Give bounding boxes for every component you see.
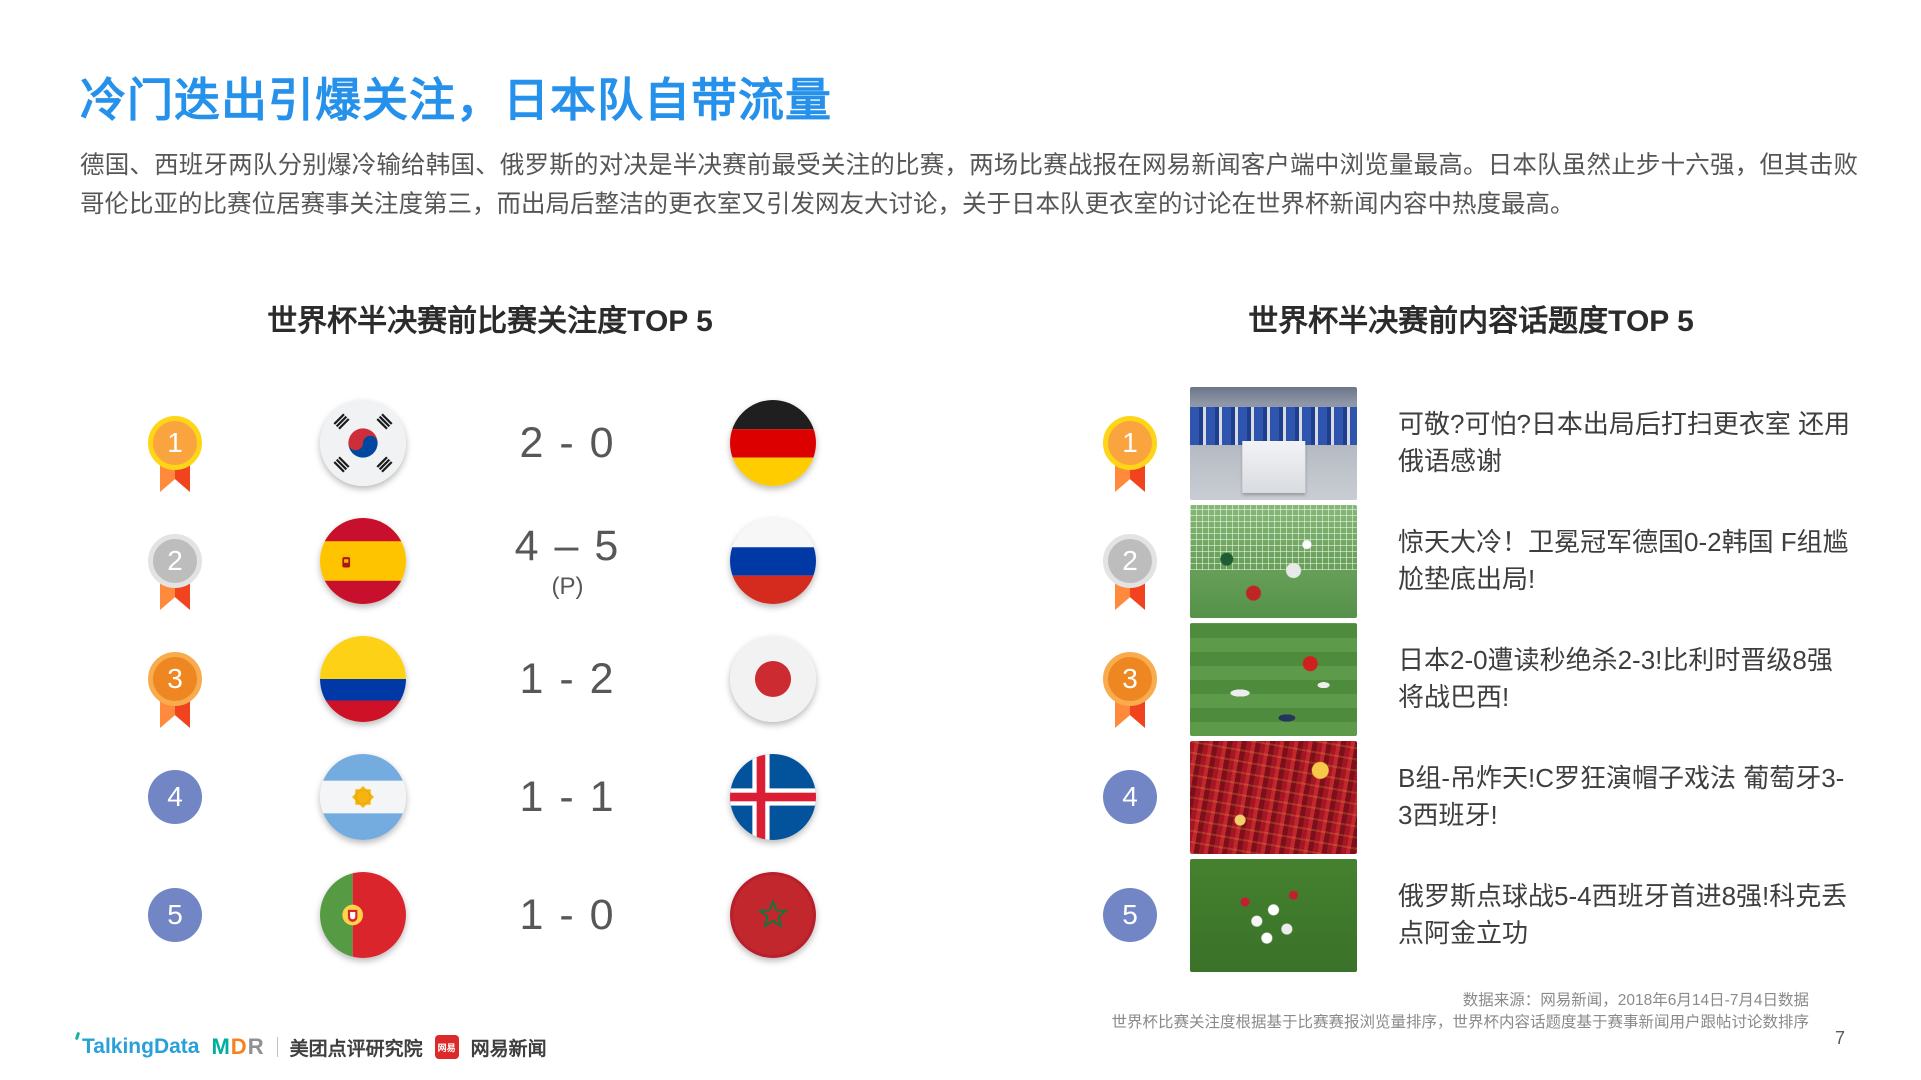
mdr-logo: MDR: [211, 1034, 264, 1060]
flag-spain-icon: [319, 518, 406, 604]
rank-number: 5: [1122, 899, 1138, 930]
flag-south-korea-icon: [319, 400, 406, 486]
mdr-letter: M: [211, 1034, 231, 1059]
rank-3-medal-icon: 3: [1103, 652, 1157, 728]
thumbnail-portugal-spain-crowd: [1190, 740, 1357, 854]
rank-number: 4: [1122, 781, 1138, 812]
medal-cell: 2: [148, 534, 202, 610]
thumbnail-germany-korea-goal: [1190, 504, 1357, 618]
medal-cell: 2: [1103, 534, 1157, 610]
thumbnail-russia-spain-celebration: [1190, 858, 1357, 972]
thumbnail-japan-belgium-field: [1190, 622, 1357, 736]
data-source-line1: 数据来源：网易新闻，2018年6月14日-7月4日数据: [1462, 992, 1809, 1009]
rank-1-medal-icon: 1: [148, 416, 202, 492]
netease-news-label: 网易新闻: [470, 1038, 547, 1060]
mdr-letter: R: [247, 1034, 265, 1059]
match-score: 1 - 0: [519, 890, 616, 939]
flag-germany-icon: [729, 400, 816, 486]
news-headline: 俄罗斯点球战5-4西班牙首进8强!科克丢点阿金立功: [1398, 881, 1848, 948]
rank-number: 2: [167, 545, 183, 576]
intro-paragraph: 德国、西班牙两队分别爆冷输给韩国、俄罗斯的对决是半决赛前最受关注的比赛，两场比赛…: [80, 152, 1858, 218]
medal-cell: 1: [1103, 416, 1157, 492]
data-source-line2: 世界杯比赛关注度根据基于比赛赛报浏览量排序，世界杯内容话题度基于赛事新闻用户跟帖…: [1111, 1014, 1809, 1031]
rank-5-medal-icon: 5: [1103, 888, 1157, 942]
news-headline: 日本2-0遭读秒绝杀2-3!比利时晋级8强将战巴西!: [1398, 645, 1833, 712]
logo-bar: TalkingData MDR 美团点评研究院 网易 网易新闻: [74, 1031, 547, 1062]
news-row-rank-3: 3 日本2-0遭读秒绝杀2-3!比利时晋级8强将战巴西!: [1085, 620, 1857, 738]
match-score: 1 - 2: [519, 654, 616, 703]
match-row-rank-2: 2 4 – 5 (P): [95, 502, 885, 620]
medal-cell: 1: [148, 416, 202, 492]
rank-1-medal-icon: 1: [1103, 416, 1157, 492]
match-ranking-list: 1 2 - 0 2 4 – 5 (P) 3 1 - 2 4 1 - 1 5 1 - 0: [95, 384, 885, 974]
news-row-rank-4: 4 B组-吊炸天!C罗狂演帽子戏法 葡萄牙3-3西班牙!: [1085, 738, 1857, 856]
rank-number: 5: [167, 899, 183, 930]
rank-2-medal-icon: 2: [148, 534, 202, 610]
medal-cell: 4: [1103, 770, 1157, 824]
match-score: 1 - 1: [519, 772, 616, 821]
score-note: (P): [551, 572, 584, 600]
match-row-rank-4: 4 1 - 1: [95, 738, 885, 856]
page-title: 冷门迭出引爆关注，日本队自带流量: [80, 74, 832, 126]
medal-cell: 3: [1103, 652, 1157, 728]
rank-number: 3: [1122, 663, 1138, 694]
news-row-rank-5: 5 俄罗斯点球战5-4西班牙首进8强!科克丢点阿金立功: [1085, 856, 1857, 974]
rank-3-medal-icon: 3: [148, 652, 202, 728]
flag-morocco-icon: [729, 872, 816, 958]
match-score: 4 – 5 (P): [514, 521, 621, 600]
flag-portugal-icon: [319, 872, 406, 958]
medal-cell: 5: [1103, 888, 1157, 942]
news-ranking-list: 1 可敬?可怕?日本出局后打扫更衣室 还用俄语感谢 2 惊天大冷！卫冕冠军德国0-2韩…: [1085, 384, 1857, 974]
meituan-research-label: 美团点评研究院: [289, 1038, 423, 1060]
rank-4-medal-icon: 4: [1103, 770, 1157, 824]
match-row-rank-5: 5 1 - 0: [95, 856, 885, 974]
thumbnail-locker-room: [1190, 386, 1357, 500]
rank-number: 2: [1122, 545, 1138, 576]
flag-argentina-icon: [319, 754, 406, 840]
match-attention-title: 世界杯半决赛前比赛关注度TOP 5: [267, 305, 713, 338]
match-row-rank-3: 3 1 - 2: [95, 620, 885, 738]
content-topic-panel: 世界杯半决赛前内容话题度TOP 5 1 可敬?可怕?日本出局后打扫更衣室 还用俄语…: [1085, 296, 1857, 974]
rank-number: 3: [167, 663, 183, 694]
news-row-rank-1: 1 可敬?可怕?日本出局后打扫更衣室 还用俄语感谢: [1085, 384, 1857, 502]
content-topic-title: 世界杯半决赛前内容话题度TOP 5: [1248, 305, 1694, 338]
match-attention-panel: 世界杯半决赛前比赛关注度TOP 5 1 2 - 0 2 4 – 5 (P) 3 1 - 2 4…: [95, 296, 885, 974]
netease-logo-icon: 网易: [434, 1035, 459, 1059]
match-score: 2 - 0: [519, 418, 616, 467]
news-headline: 惊天大冷！卫冕冠军德国0-2韩国 F组尴尬垫底出局!: [1398, 527, 1849, 594]
data-source-note: 数据来源：网易新闻，2018年6月14日-7月4日数据 世界杯比赛关注度根据基于…: [1111, 990, 1809, 1034]
flag-iceland-icon: [729, 754, 816, 840]
rank-4-medal-icon: 4: [148, 770, 202, 824]
news-headline: 可敬?可怕?日本出局后打扫更衣室 还用俄语感谢: [1398, 409, 1851, 476]
medal-cell: 5: [148, 888, 202, 942]
talkingdata-logo: TalkingData: [74, 1031, 199, 1059]
logo-divider: [276, 1037, 278, 1057]
flag-japan-icon: [729, 636, 816, 722]
page-number: 7: [1834, 1028, 1845, 1048]
rank-2-medal-icon: 2: [1103, 534, 1157, 610]
flag-colombia-icon: [319, 636, 406, 722]
rank-number: 1: [1122, 427, 1138, 458]
news-row-rank-2: 2 惊天大冷！卫冕冠军德国0-2韩国 F组尴尬垫底出局!: [1085, 502, 1857, 620]
medal-cell: 4: [148, 770, 202, 824]
rank-number: 4: [167, 781, 183, 812]
rank-number: 1: [167, 427, 183, 458]
match-row-rank-1: 1 2 - 0: [95, 384, 885, 502]
talkingdata-tick-icon: [74, 1031, 81, 1041]
rank-5-medal-icon: 5: [148, 888, 202, 942]
mdr-letter: D: [230, 1034, 248, 1059]
news-headline: B组-吊炸天!C罗狂演帽子戏法 葡萄牙3-3西班牙!: [1398, 763, 1845, 830]
medal-cell: 3: [148, 652, 202, 728]
flag-russia-icon: [729, 518, 816, 604]
